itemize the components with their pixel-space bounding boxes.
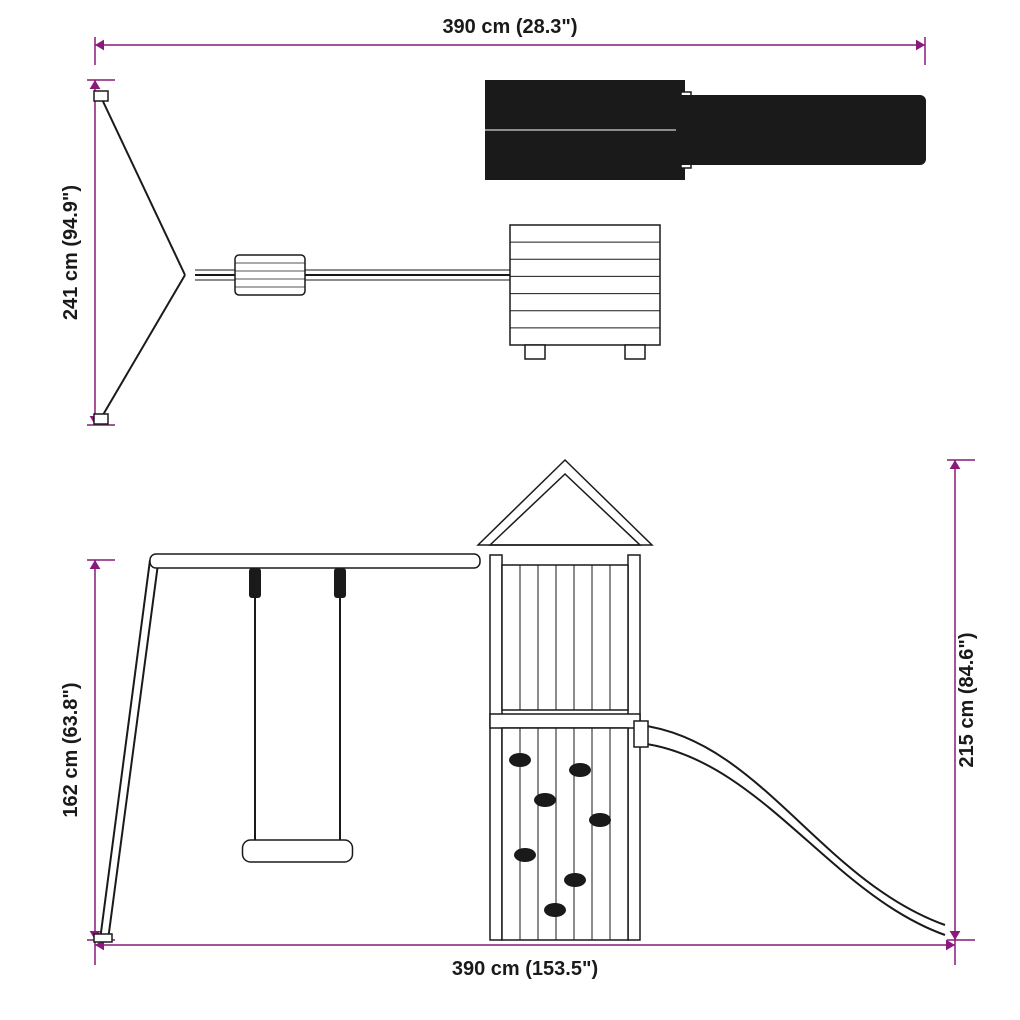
dimension-label: 241 cm (94.9") — [60, 185, 82, 320]
dim-arrow — [950, 460, 961, 469]
top-view — [94, 80, 926, 424]
front-view — [94, 460, 945, 942]
dimension-label: 390 cm (28.3") — [442, 16, 577, 38]
climb-hold — [509, 753, 531, 767]
climb-hold — [589, 813, 611, 827]
climb-hold — [544, 903, 566, 917]
dimension-label: 162 cm (63.8") — [60, 682, 82, 817]
climb-hold — [534, 793, 556, 807]
dim-arrow — [90, 80, 101, 89]
technical-drawing: 390 cm (28.3") 241 cm (94.9") 162 cm (63.8… — [0, 0, 1020, 1020]
dim-arrow — [946, 940, 955, 951]
dimension-label: 390 cm (153.5") — [452, 958, 598, 980]
climb-hold — [569, 763, 591, 777]
dim-arrow — [90, 560, 101, 569]
dimension-label: 215 cm (84.6") — [956, 632, 978, 767]
climb-hold — [564, 873, 586, 887]
dim-arrow — [916, 40, 925, 51]
dim-arrow — [95, 40, 104, 51]
climb-hold — [514, 848, 536, 862]
